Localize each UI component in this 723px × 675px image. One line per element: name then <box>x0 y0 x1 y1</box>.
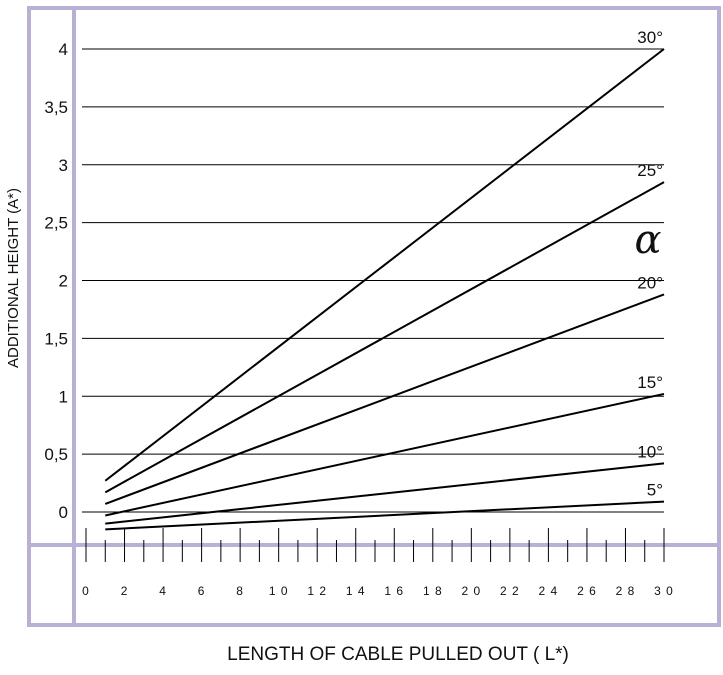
x-tick-label: 8 <box>236 584 244 598</box>
series-labels: 30° 25° 20° 15° 10° 5° <box>637 28 663 500</box>
x-tick-label: 2 0 <box>461 584 481 598</box>
x-tick-label: 3 0 <box>654 584 674 598</box>
x-tick-label: 1 8 <box>423 584 443 598</box>
series-line <box>104 181 665 494</box>
y-tick-label: 1 <box>59 387 68 406</box>
series-angle-label: 5° <box>647 481 663 500</box>
y-tick-label: 3,5 <box>44 98 68 117</box>
y-tick-label: 2 <box>59 272 68 291</box>
series-angle-label: 10° <box>637 442 663 461</box>
series-angle-label: 20° <box>637 273 663 292</box>
x-tick-label: 2 6 <box>577 584 597 598</box>
series-lines <box>104 48 665 531</box>
y-tick-label: 3 <box>59 156 68 175</box>
series-line <box>105 462 665 525</box>
series-line <box>104 48 665 482</box>
alpha-symbol: α <box>634 217 661 263</box>
x-tick-label: 1 6 <box>384 584 404 598</box>
series-angle-label: 15° <box>637 373 663 392</box>
series-line <box>105 392 665 517</box>
grid-lines <box>82 48 664 513</box>
chart-frame <box>27 6 721 627</box>
x-tick-label: 2 2 <box>500 584 520 598</box>
x-axis-title: LENGTH OF CABLE PULLED OUT ( L*) <box>227 644 569 665</box>
series-line <box>105 500 665 531</box>
x-tick-label: 0 <box>82 584 90 598</box>
series-angle-label: 30° <box>637 28 663 47</box>
x-tick-label: 2 4 <box>539 584 559 598</box>
x-tick-label: 1 4 <box>346 584 366 598</box>
x-tick-label: 2 <box>121 584 129 598</box>
x-tick-label: 2 8 <box>616 584 636 598</box>
y-axis-title: ADDITIONAL HEIGHT (A*) <box>5 188 22 368</box>
y-tick-labels: 0 0,5 1 1,5 2 2,5 3 3,5 4 <box>44 40 68 522</box>
x-tick-label: 4 <box>159 584 167 598</box>
series-line <box>104 293 665 505</box>
x-tick-label: 6 <box>198 584 206 598</box>
y-tick-label: 1,5 <box>44 329 68 348</box>
x-tick-label: 1 2 <box>307 584 327 598</box>
y-tick-label: 0,5 <box>44 445 68 464</box>
x-tick-label: 1 0 <box>269 584 289 598</box>
y-tick-label: 4 <box>59 40 68 59</box>
y-tick-label: 0 <box>59 503 68 522</box>
x-ticks: 0 2 4 6 8 1 0 1 2 1 4 1 6 1 8 2 0 2 2 2 4 2 6 2 8 3 0 <box>82 528 674 598</box>
series-angle-label: 25° <box>637 161 663 180</box>
y-tick-label: 2,5 <box>44 214 68 233</box>
